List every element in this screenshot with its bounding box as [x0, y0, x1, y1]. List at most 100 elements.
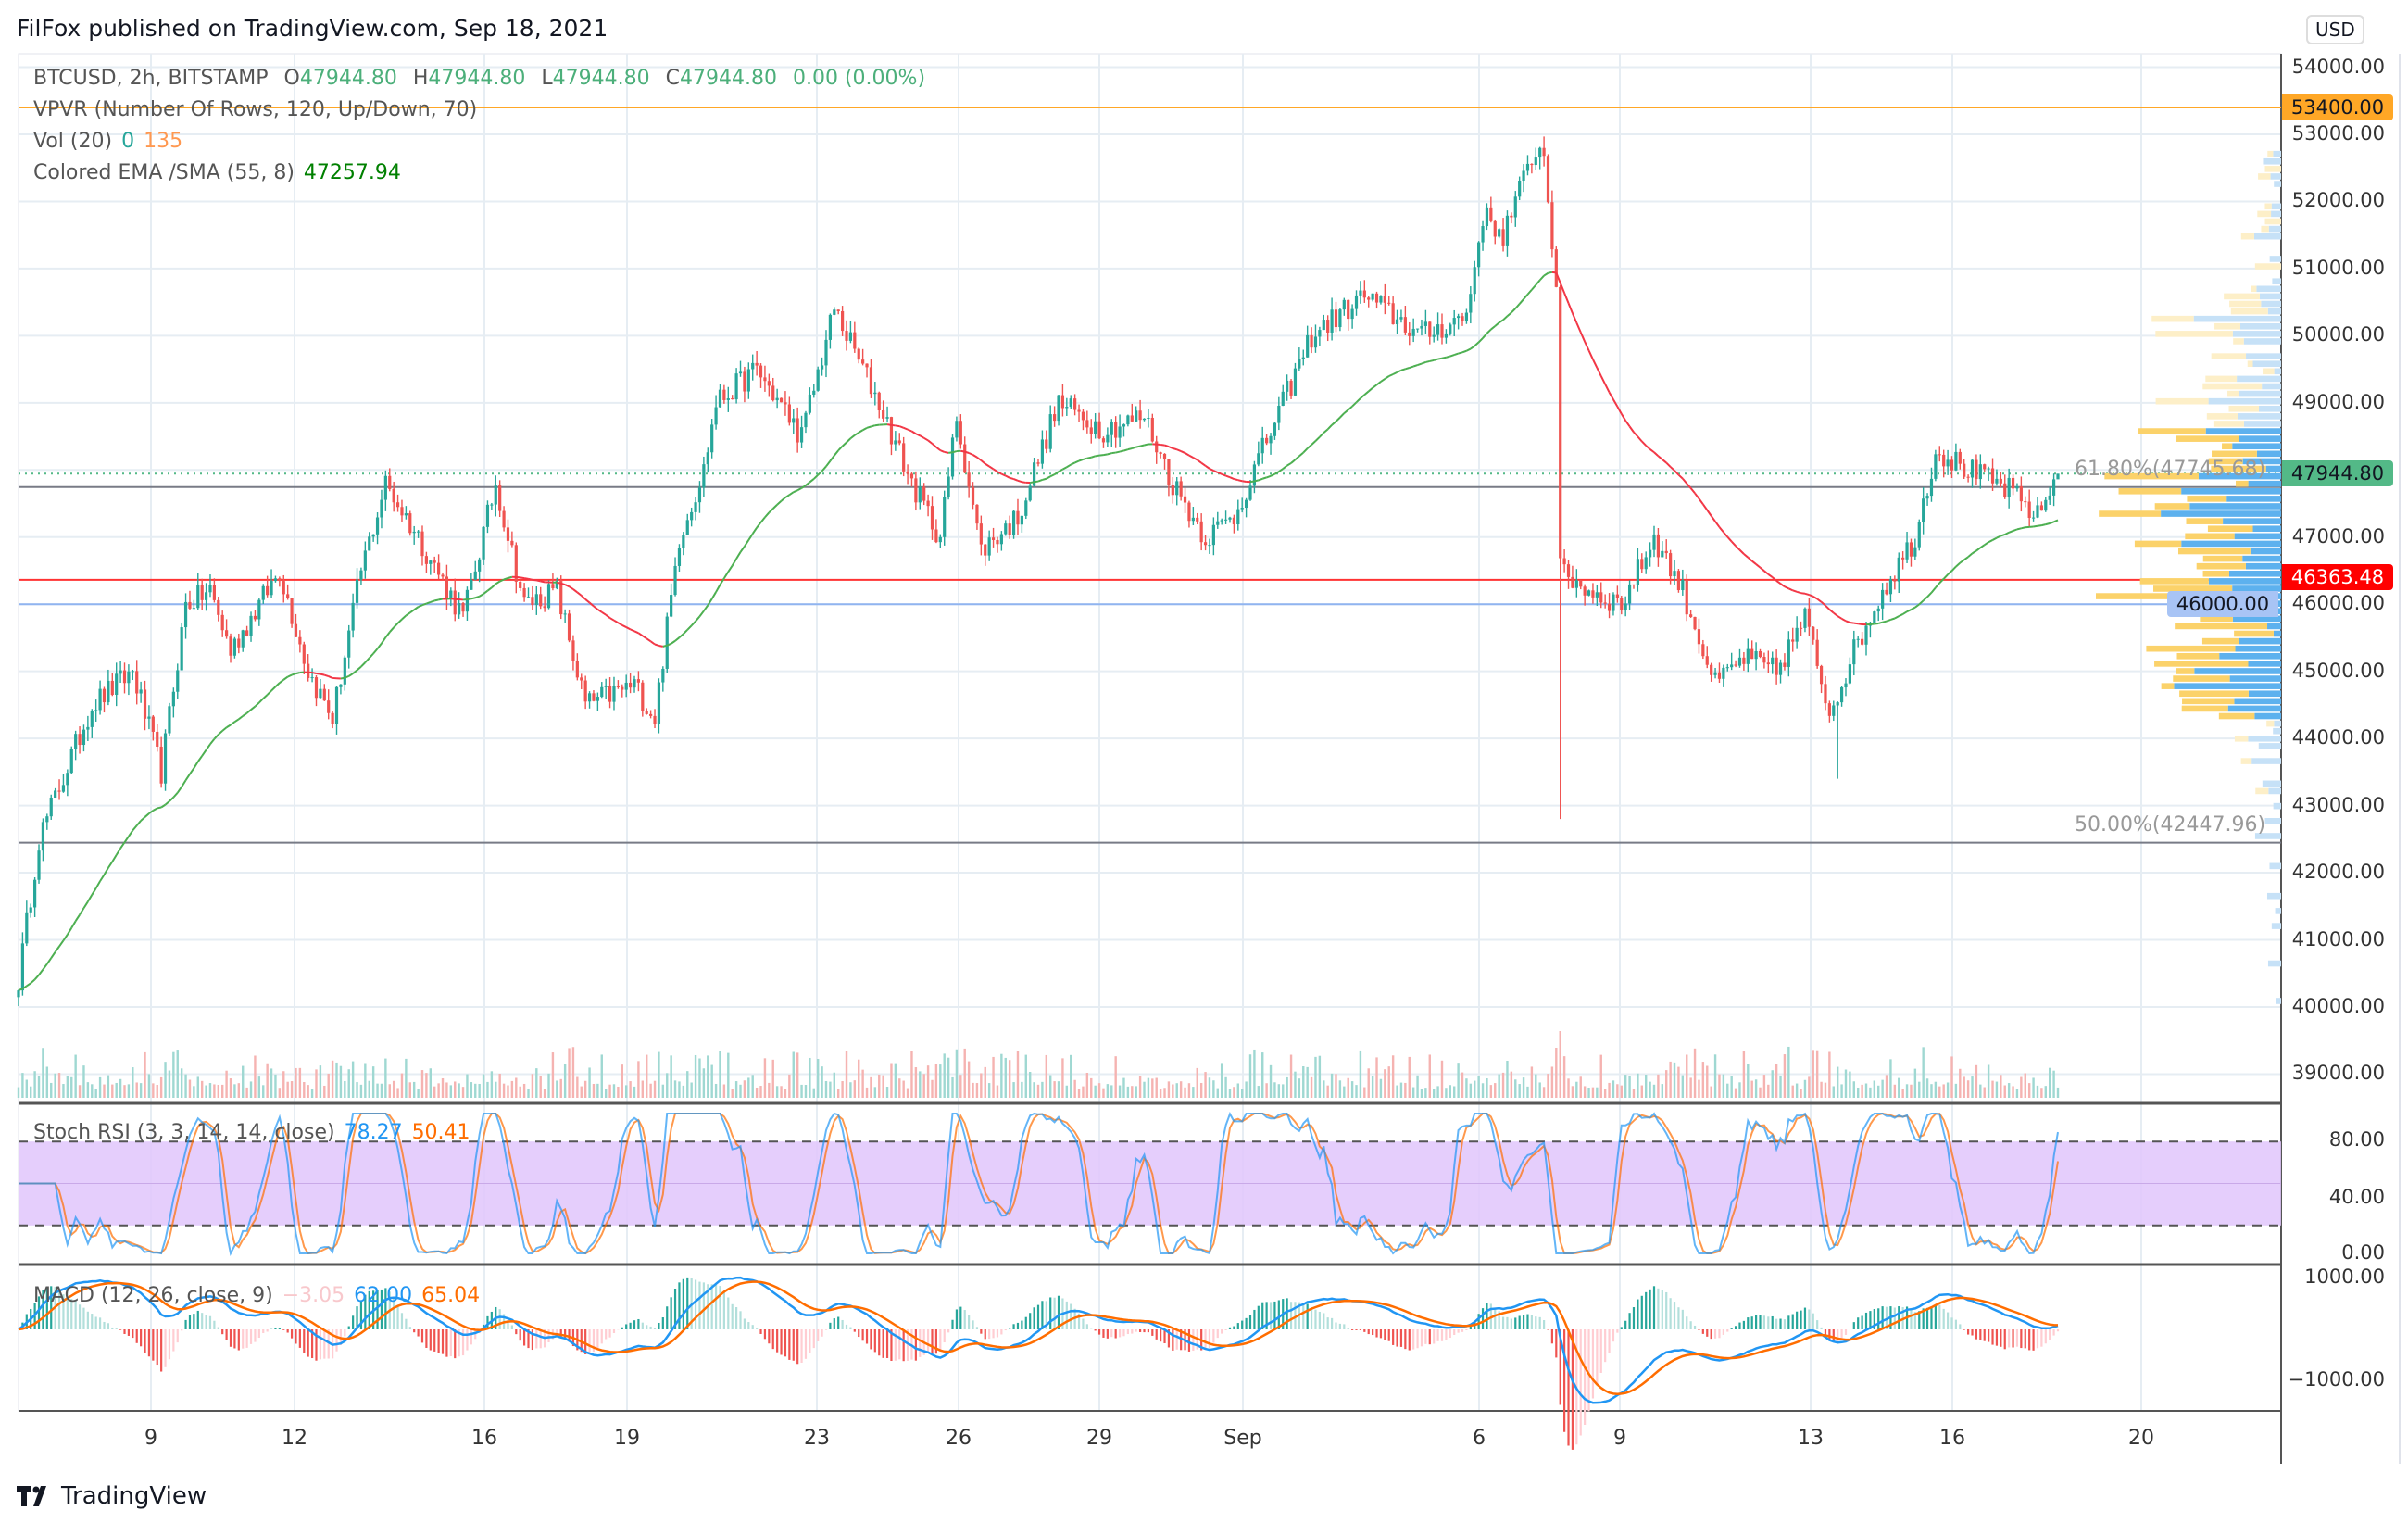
ema-segment [1841, 617, 1847, 623]
volume-bar [792, 1051, 795, 1098]
volume-bar [356, 1082, 358, 1098]
ema-segment [274, 682, 281, 687]
vpvr-up-bar [2258, 405, 2281, 412]
candle-body [229, 636, 232, 656]
volume-bar [870, 1076, 872, 1098]
volume-bar [474, 1083, 477, 1098]
vpvr-up-bar [2227, 705, 2281, 712]
volume-bar [396, 1088, 399, 1098]
vpvr-up-bar [2246, 353, 2281, 359]
volume-bar [1065, 1085, 1069, 1098]
volume-bar [2012, 1086, 2014, 1098]
tradingview-logo[interactable]: TradingView [17, 1482, 207, 1510]
candle-body [1211, 524, 1215, 546]
volume-bar [368, 1080, 370, 1098]
legend-macd[interactable]: MACD (12, 26, close, 9) −3.05 62.00 65.04 [33, 1284, 489, 1307]
volume-bar [1261, 1052, 1264, 1098]
volume-bar [824, 1080, 828, 1098]
vpvr-up-bar [2267, 960, 2281, 967]
candle-body [1196, 517, 1199, 522]
volume-value: 0 [121, 130, 135, 153]
volume-bar [1159, 1089, 1162, 1098]
volume-bar [193, 1086, 195, 1098]
ema-segment [739, 546, 746, 553]
volume-bar [865, 1087, 869, 1098]
volume-bar [433, 1086, 436, 1098]
volume-bar [208, 1083, 212, 1098]
volume-bar [1073, 1079, 1076, 1098]
candle-body [1065, 407, 1069, 409]
ema-segment [683, 629, 688, 635]
volume-bar [1004, 1057, 1007, 1098]
ema-segment [947, 451, 953, 454]
volume-bar [458, 1083, 460, 1098]
ema-segment [1054, 471, 1060, 475]
symbol-label[interactable]: BTCUSD, 2h, BITSTAMP [33, 67, 269, 90]
candle-body [196, 585, 200, 609]
ema-segment [1620, 413, 1627, 422]
vpvr-down-bar [2176, 435, 2239, 442]
legend-ema[interactable]: Colored EMA /SMA (55, 8) 47257.94 [33, 161, 410, 184]
candle-body [1885, 589, 1888, 595]
volume-bar [780, 1086, 783, 1098]
candle-body [37, 850, 41, 880]
volume-bar [298, 1067, 302, 1098]
candle-body [212, 585, 216, 600]
stoch-axis-0: 0.00 [2341, 1241, 2385, 1264]
volume-bar [1233, 1087, 1235, 1098]
volume-bar [1131, 1086, 1134, 1098]
legend-stoch-rsi[interactable]: Stoch RSI (3, 3, 14, 14, close) 78.27 50.4… [33, 1121, 480, 1144]
vpvr-down-bar [2186, 518, 2224, 524]
volume-bar [1036, 1084, 1040, 1098]
ema-segment [817, 470, 823, 476]
vpvr-up-bar [2273, 802, 2281, 810]
legend-volume[interactable]: Vol (20) 0 135 [33, 130, 192, 153]
volume-bar [1555, 1048, 1558, 1098]
volume-bar [1836, 1066, 1839, 1098]
currency-button[interactable]: USD [2306, 15, 2364, 44]
candle-body [135, 671, 139, 694]
candle-body [1656, 534, 1661, 558]
legend-vpvr[interactable]: VPVR (Number Of Rows, 120, Up/Down, 70) [33, 98, 478, 121]
volume-bar [755, 1087, 759, 1098]
candle-body [596, 697, 599, 701]
ema-segment [1103, 453, 1109, 457]
ema-segment [1804, 592, 1810, 597]
candle-body [1053, 414, 1057, 422]
volume-bar [1282, 1084, 1285, 1098]
candle-body [718, 389, 722, 408]
ema-segment [1633, 431, 1639, 438]
volume-bar [408, 1082, 411, 1098]
ema-segment [201, 749, 207, 757]
volume-bar [74, 1054, 77, 1098]
candle-body [1664, 550, 1668, 554]
ema-segment [557, 581, 562, 585]
volume-bar [1905, 1084, 1909, 1098]
volume-bar [531, 1074, 534, 1098]
vpvr-down-bar [2155, 397, 2209, 405]
volume-bar [205, 1085, 207, 1098]
ema-segment [1755, 563, 1762, 569]
ema-segment [1311, 440, 1317, 446]
vpvr-down-bar [2214, 322, 2240, 330]
volume-bar [1742, 1051, 1746, 1098]
volume-bar [559, 1078, 562, 1098]
ema-segment [898, 425, 905, 429]
candle-body [661, 668, 665, 683]
volume-bar [1893, 1084, 1897, 1098]
price-axis-label: 40000.00 [2291, 994, 2385, 1017]
volume-bar [1608, 1082, 1611, 1098]
vpvr-down-bar [2247, 360, 2253, 368]
vpvr-up-bar [2253, 233, 2281, 240]
candle-body [1701, 644, 1705, 657]
volume-bar [1522, 1077, 1525, 1098]
candle-body [1183, 496, 1187, 503]
ema-segment [1612, 398, 1619, 408]
volume-bar [747, 1077, 750, 1098]
ema-segment [715, 584, 721, 593]
vpvr-down-bar [2234, 736, 2249, 742]
ema-segment [1808, 594, 1814, 598]
candle-body [1897, 557, 1900, 582]
candle-body [102, 688, 107, 703]
